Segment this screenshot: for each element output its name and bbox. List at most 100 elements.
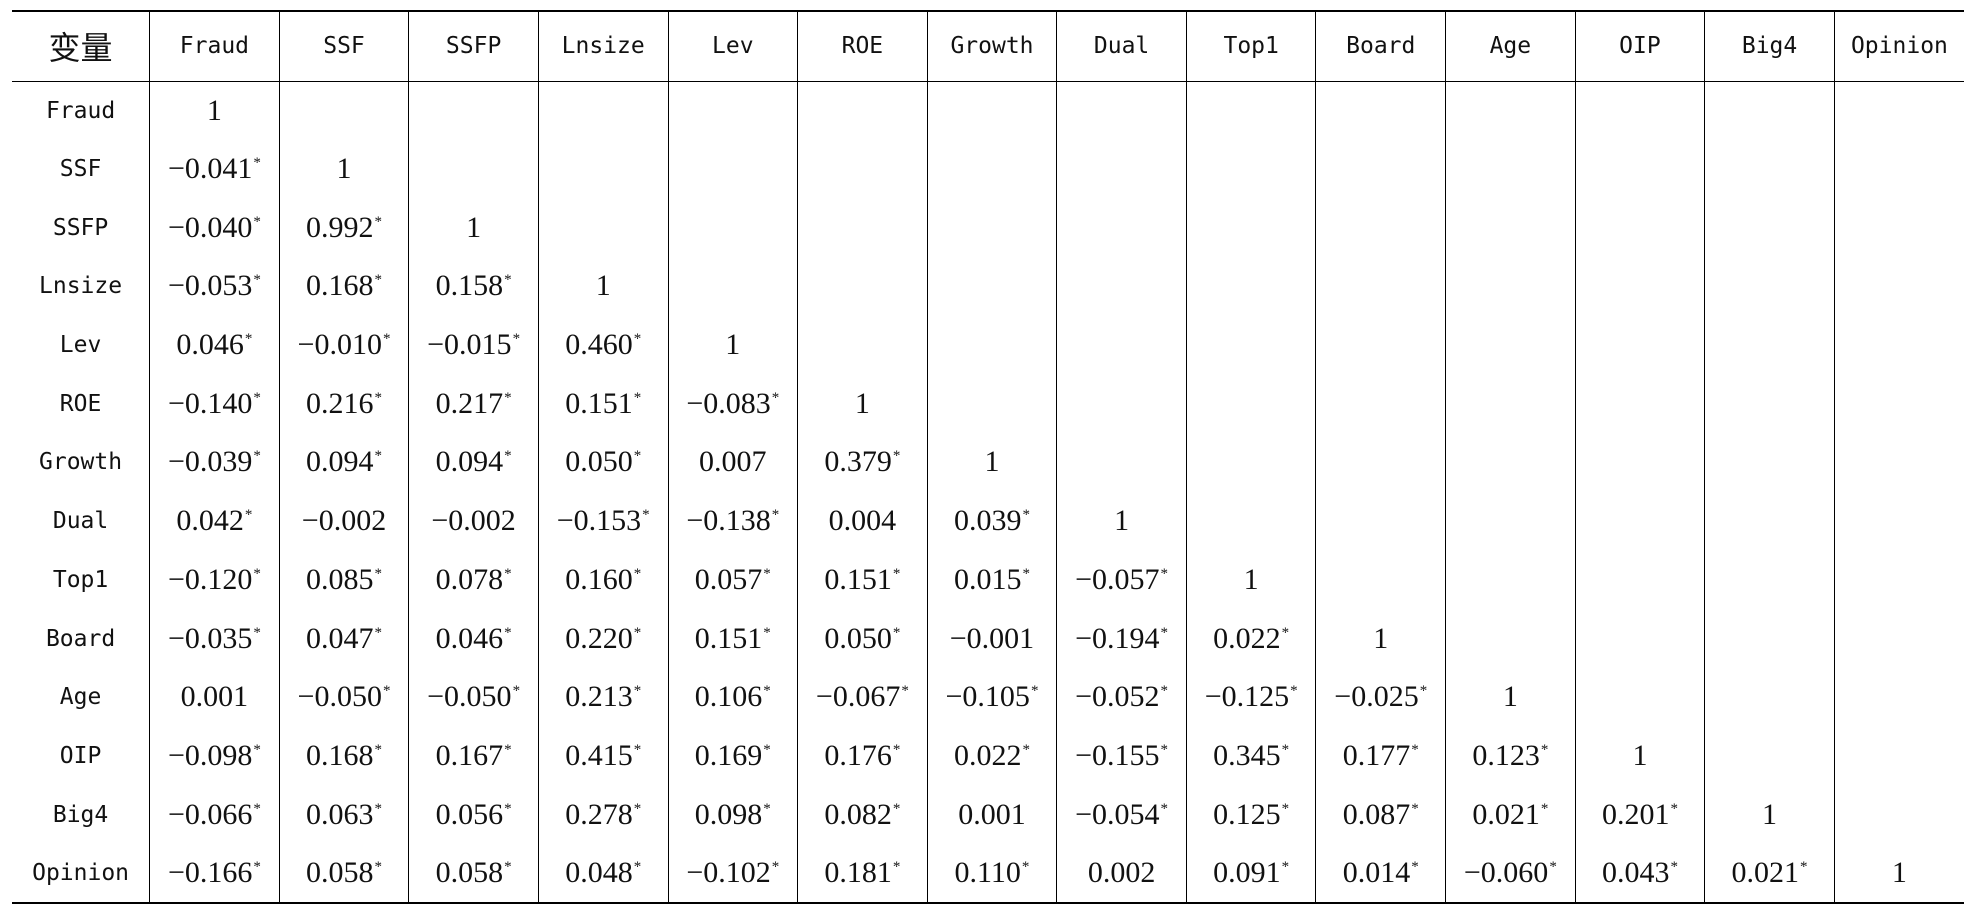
cell-value: −0.066	[167, 797, 253, 831]
table-row: Lev 0.046* −0.010* −0.015* 0.460* 1	[12, 315, 1964, 375]
column-header: OIP	[1574, 10, 1705, 82]
table-header: 变量 Fraud SSF SSFP Lnsize Lev ROE Growth Dual Top…	[12, 10, 1964, 82]
table-cell	[1445, 609, 1576, 668]
table-cell	[537, 198, 668, 258]
table-cell	[926, 374, 1057, 434]
table-cell: 0.022*	[1185, 609, 1316, 668]
table-cell	[278, 81, 409, 140]
table-cell	[926, 198, 1057, 258]
row-header: Lev	[59, 332, 102, 359]
table-row: SSF −0.041* 1	[12, 139, 1964, 199]
table-cell	[1185, 315, 1316, 375]
table-cell: 1	[1445, 667, 1576, 727]
table-cell: −0.166*	[149, 843, 280, 904]
significance-star: *	[374, 800, 383, 817]
table-cell: −0.054*	[1056, 785, 1187, 844]
cell-value: −0.140	[167, 386, 253, 420]
significance-star: *	[763, 683, 771, 700]
table-cell: −0.105*	[926, 667, 1057, 727]
cell-value: 0.181	[824, 855, 892, 889]
row-header: Age	[59, 684, 102, 711]
cell-value: −0.050	[427, 680, 512, 714]
table-cell: 0.201*	[1574, 785, 1705, 844]
table-cell	[1833, 257, 1964, 316]
cell-value: −0.083	[686, 386, 771, 420]
table-cell	[1315, 81, 1446, 140]
cell-value: 1	[336, 152, 352, 186]
table-row: ROE −0.140* 0.216* 0.217* 0.151* −0.083* 1	[12, 374, 1964, 434]
significance-star: *	[1290, 683, 1298, 700]
table-row: Fraud 1	[12, 81, 1964, 140]
cell-value: −0.054	[1075, 797, 1160, 831]
column-header: Lnsize	[537, 10, 668, 82]
significance-star: *	[763, 624, 771, 641]
significance-star: *	[1281, 800, 1290, 817]
table-cell	[1704, 139, 1835, 199]
table-cell	[1574, 491, 1705, 551]
significance-star: *	[374, 389, 383, 406]
table-row: Age 0.001 −0.050* −0.050* 0.213* 0.106* −0.067…	[12, 667, 1964, 727]
table-cell	[1833, 726, 1964, 786]
cell-value: 0.167	[435, 738, 504, 772]
cell-value: 1	[1632, 738, 1648, 772]
table-cell: −0.050*	[408, 667, 539, 727]
table-cell: 0.085*	[278, 550, 409, 610]
significance-star: *	[512, 331, 521, 348]
table-cell	[1315, 315, 1446, 375]
significance-star: *	[892, 448, 901, 465]
cell-value: −0.067	[815, 680, 901, 714]
table-cell	[1185, 433, 1316, 492]
table-cell: −0.194*	[1056, 609, 1187, 668]
cell-value: −0.125	[1204, 680, 1290, 714]
table-cell: 0.056*	[408, 785, 539, 844]
table-row: Dual 0.042* −0.002 −0.002 −0.153* −0.138* 0.00…	[12, 491, 1964, 551]
table-cell: 0.047*	[278, 609, 409, 668]
cell-value: −0.155	[1075, 738, 1160, 772]
table-cell	[1574, 139, 1705, 199]
row-header: Top1	[52, 566, 109, 593]
cell-value: 1	[595, 269, 611, 303]
significance-star: *	[633, 389, 642, 406]
cell-value: 1	[1114, 504, 1130, 538]
table-cell	[1704, 315, 1835, 375]
cell-value: 0.379	[824, 445, 892, 479]
table-cell	[797, 257, 928, 316]
significance-star: *	[382, 683, 391, 700]
cell-value: −0.138	[686, 504, 771, 538]
significance-star: *	[504, 565, 512, 582]
significance-star: *	[504, 858, 512, 875]
table-cell: 1	[278, 139, 409, 199]
table-cell: 0.021*	[1704, 843, 1835, 904]
table-cell: 0.063*	[278, 785, 409, 844]
significance-star: *	[253, 858, 261, 875]
correlation-table: 变量 Fraud SSF SSFP Lnsize Lev ROE Growth Dual Top…	[12, 10, 1964, 904]
table-cell: −0.041*	[149, 139, 280, 199]
significance-star: *	[253, 565, 261, 582]
column-header: Age	[1445, 10, 1576, 82]
significance-star: *	[633, 624, 642, 641]
cell-value: 1	[206, 93, 222, 127]
table-cell: −0.035*	[149, 609, 280, 668]
table-cell	[926, 139, 1057, 199]
table-cell: −0.155*	[1056, 726, 1187, 786]
table-cell: 0.058*	[408, 843, 539, 904]
table-cell: 0.050*	[797, 609, 928, 668]
cell-value: 0.063	[306, 797, 374, 831]
cell-value: 0.345	[1213, 738, 1281, 772]
table-cell	[797, 81, 928, 140]
table-cell	[1315, 139, 1446, 199]
cell-value: −0.102	[686, 855, 771, 889]
cell-value: −0.153	[556, 504, 642, 538]
table-cell: 0.992*	[278, 198, 409, 258]
table-cell	[667, 139, 798, 199]
cell-value: 0.220	[565, 621, 633, 655]
table-cell	[1315, 550, 1446, 610]
table-cell: 0.169*	[667, 726, 798, 786]
cell-value: 0.001	[180, 680, 249, 714]
table-cell: 1	[408, 198, 539, 258]
significance-star: *	[1281, 741, 1290, 758]
table-cell: 0.176*	[797, 726, 928, 786]
cell-value: −0.041	[167, 152, 253, 186]
significance-star: *	[374, 741, 383, 758]
table-cell: 1	[1056, 491, 1187, 551]
